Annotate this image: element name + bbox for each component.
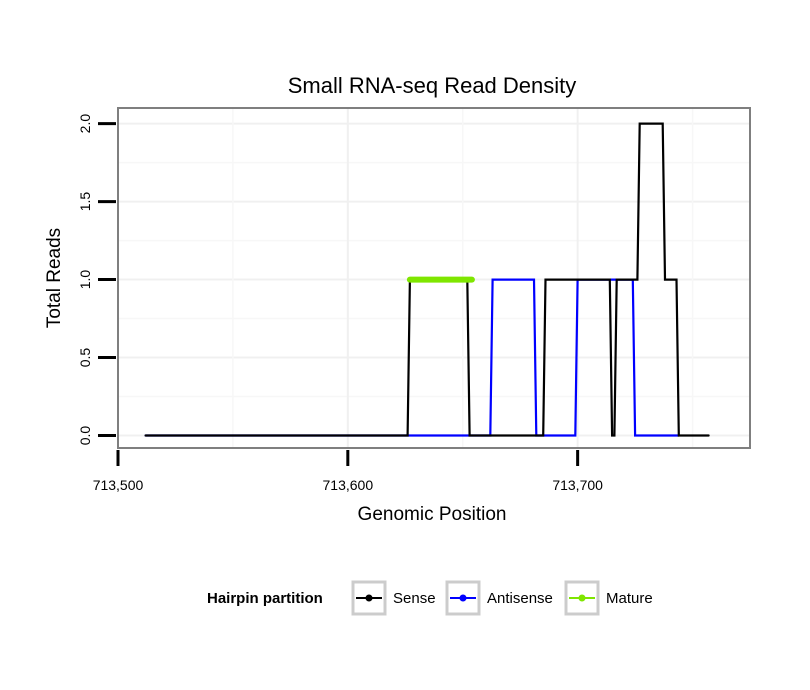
y-tick-label-3: 1.5 — [77, 192, 93, 212]
axes: 0.0 0.5 1.0 1.5 2.0 713,500 713,600 713,700 — [77, 114, 603, 493]
x-tick-label-2: 713,700 — [552, 477, 603, 493]
series-line-antisense — [144, 278, 680, 437]
chart-title: Small RNA-seq Read Density — [288, 73, 577, 98]
series-line-sense — [144, 122, 710, 437]
legend-label-sense: Sense — [393, 590, 436, 607]
y-tick-label-0: 0.0 — [77, 426, 93, 446]
series-layer — [144, 122, 710, 437]
legend-item-antisense: Antisense — [445, 580, 553, 616]
legend-label-mature: Mature — [606, 590, 653, 607]
y-tick-label-2: 1.0 — [77, 270, 93, 290]
x-axis-label: Genomic Position — [358, 504, 507, 525]
plot-panel-border — [117, 107, 751, 449]
y-tick-label-4: 2.0 — [77, 114, 93, 134]
y-tick-label-1: 0.5 — [77, 348, 93, 368]
legend-key-point-antisense — [459, 594, 467, 602]
legend-key-point-mature — [578, 594, 586, 602]
legend-item-mature: Mature — [564, 580, 653, 616]
legend-items: Sense Antisense Mature — [351, 580, 653, 616]
y-axis-label: Total Reads — [44, 228, 65, 328]
legend-key-point-sense — [365, 594, 373, 602]
legend-title: Hairpin partition — [207, 590, 323, 607]
x-tick-label-1: 713,600 — [323, 477, 374, 493]
legend-item-sense: Sense — [351, 580, 436, 616]
legend: Hairpin partition Sense Antisense Mature — [207, 580, 653, 616]
legend-label-antisense: Antisense — [487, 590, 553, 607]
x-tick-label-0: 713,500 — [93, 477, 144, 493]
